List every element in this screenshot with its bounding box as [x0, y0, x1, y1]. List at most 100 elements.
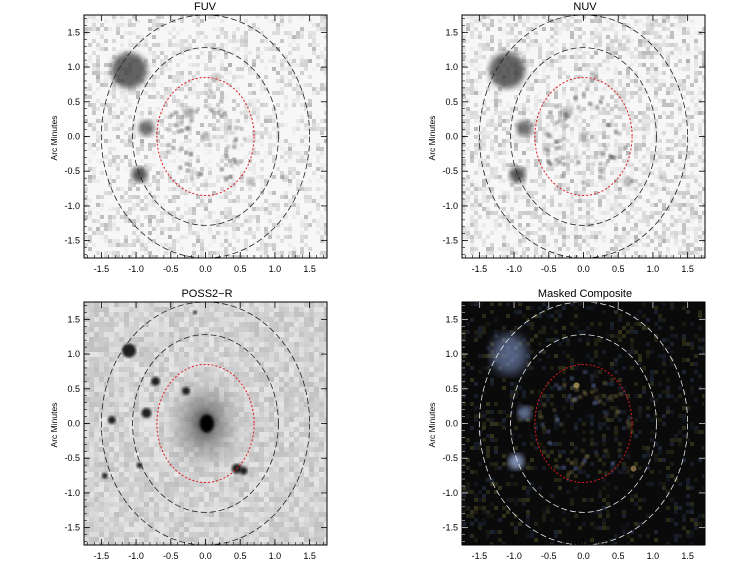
x-tick-label: 0.0 [577, 264, 590, 274]
star [182, 386, 191, 395]
middle-aperture-ellipse [132, 47, 279, 226]
x-tick-label: 0.5 [234, 264, 247, 274]
x-tick-label: 1.5 [681, 551, 694, 561]
noise-texture [84, 15, 327, 258]
y-tick-label: -1.5 [64, 523, 80, 533]
y-tick-label: 0.0 [67, 132, 80, 142]
y-tick-label: 1.5 [445, 27, 458, 37]
y-tick-label: -1.0 [442, 488, 458, 498]
axis-ticks [462, 15, 705, 258]
y-tick-label: -1.0 [64, 201, 80, 211]
y-tick-label: 1.5 [445, 314, 458, 324]
source [201, 132, 210, 141]
image-area [83, 301, 328, 546]
x-tick-label: 0.5 [234, 551, 247, 561]
x-tick-label: -1.5 [94, 551, 110, 561]
y-tick-label: 1.5 [67, 314, 80, 324]
image-area [461, 14, 706, 259]
y-tick-label: 0.5 [445, 97, 458, 107]
y-tick-label: 1.0 [67, 62, 80, 72]
x-tick-label: 0.5 [612, 264, 625, 274]
panel-title: POSS2−R [181, 288, 232, 300]
outer-aperture-ellipse [478, 302, 689, 545]
sources [111, 52, 289, 186]
x-tick-label: 1.0 [647, 264, 660, 274]
x-tick-labels: -1.5 -1.0 -0.5 0.0 0.5 1.0 1.5 [472, 264, 694, 274]
y-tick-labels: 1.5 1.0 0.5 0.0 -0.5 -1.0 -1.5 [64, 27, 80, 245]
x-tick-label: 1.0 [269, 264, 282, 274]
source [579, 132, 588, 141]
source [573, 382, 580, 389]
panel-fuv: FUV Arc Minutes -1.5 -1.0 -0.5 0.0 0.5 1… [49, 1, 328, 274]
y-axis-label: Arc Minutes [49, 116, 59, 161]
source [589, 73, 598, 82]
source [131, 166, 148, 183]
inner-aperture-ellipse [534, 76, 633, 197]
source [282, 175, 289, 182]
source [246, 177, 255, 186]
star [122, 343, 137, 358]
y-tick-label: -1.0 [442, 201, 458, 211]
image-pixels [84, 302, 327, 545]
panel-title: Masked Composite [538, 288, 632, 300]
y-tick-labels: 1.5 1.0 0.5 0.0 -0.5 -1.0 -1.5 [64, 314, 80, 532]
source [624, 177, 633, 186]
x-tick-label: -0.5 [541, 264, 557, 274]
middle-aperture-ellipse [510, 334, 657, 513]
inner-aperture-ellipse [156, 363, 255, 484]
source [660, 175, 667, 182]
source [138, 120, 155, 137]
y-tick-label: 0.5 [67, 97, 80, 107]
star [101, 472, 108, 479]
x-tick-label: 1.0 [269, 551, 282, 561]
x-tick-label: 1.5 [303, 264, 316, 274]
y-tick-labels: 1.5 1.0 0.5 0.0 -0.5 -1.0 -1.5 [442, 314, 458, 532]
panel-title: NUV [573, 1, 597, 13]
sources [101, 310, 251, 479]
source [491, 334, 528, 375]
source [517, 406, 532, 421]
y-tick-label: 1.5 [67, 27, 80, 37]
panel-poss2-r: POSS2−R Arc Minutes -1.5 -1.0 -0.5 0.0 0… [49, 288, 328, 561]
y-tick-label: 0.0 [67, 419, 80, 429]
sources [489, 52, 667, 186]
x-tick-labels: -1.5 -1.0 -0.5 0.0 0.5 1.0 1.5 [472, 551, 694, 561]
x-tick-label: -1.5 [472, 264, 488, 274]
y-tick-label: -0.5 [442, 453, 458, 463]
y-tick-label: 1.0 [67, 349, 80, 359]
y-axis-label: Arc Minutes [49, 403, 59, 448]
star [193, 310, 198, 315]
y-tick-label: -1.5 [64, 236, 80, 246]
x-tick-label: -0.5 [163, 551, 179, 561]
x-tick-labels: -1.5 -1.0 -0.5 0.0 0.5 1.0 1.5 [94, 264, 316, 274]
x-tick-label: 0.5 [612, 551, 625, 561]
x-tick-label: -1.5 [472, 551, 488, 561]
y-tick-label: -0.5 [442, 166, 458, 176]
axis-ticks [462, 302, 705, 545]
star [151, 376, 161, 386]
source [630, 465, 637, 472]
noise-texture [462, 302, 705, 545]
x-tick-label: -0.5 [541, 551, 557, 561]
panel-masked-composite: Masked Composite Arc Minutes -1.5 -1.0 -… [427, 288, 706, 561]
y-tick-label: 0.5 [67, 384, 80, 394]
x-tick-label: 0.0 [577, 551, 590, 561]
y-tick-label: -1.5 [442, 523, 458, 533]
source [111, 52, 148, 89]
ring-structure [539, 370, 632, 476]
galaxy-nucleus [199, 414, 214, 433]
y-tick-label: 1.0 [445, 349, 458, 359]
ring-structure [544, 87, 628, 185]
x-tick-label: -1.0 [128, 551, 144, 561]
ring-structure [165, 90, 247, 183]
y-tick-label: 0.0 [445, 132, 458, 142]
panel-title: FUV [194, 1, 217, 13]
image-area [461, 301, 706, 546]
y-tick-label: -1.0 [64, 488, 80, 498]
star [136, 462, 143, 469]
x-tick-label: 1.0 [647, 551, 660, 561]
x-tick-label: -0.5 [163, 264, 179, 274]
inner-aperture-ellipse [534, 363, 633, 484]
middle-aperture-ellipse [132, 334, 279, 513]
